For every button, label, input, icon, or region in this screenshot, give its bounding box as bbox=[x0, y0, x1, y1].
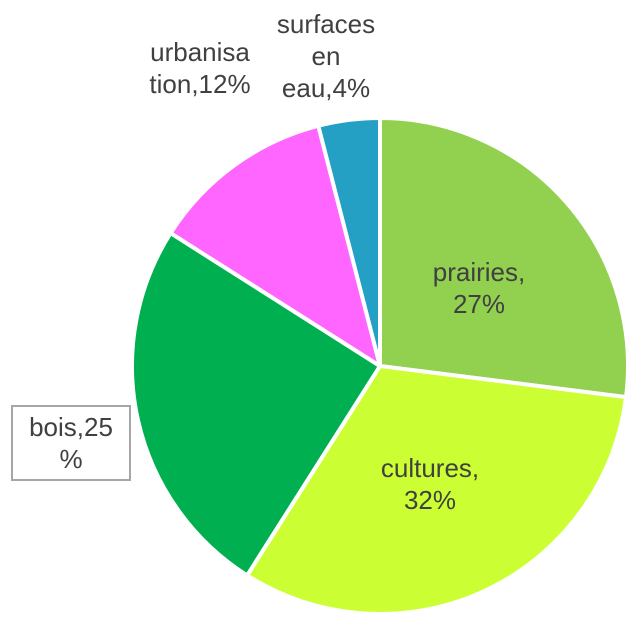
slice-label-bois: bois,25 % bbox=[11, 405, 131, 481]
slice-label-surfaces-line1: surfaces bbox=[276, 9, 376, 39]
slice-label-surfaces-line2: en bbox=[311, 41, 341, 71]
slice-label-prairies: prairies, 27% bbox=[404, 256, 554, 320]
slice-label-surfaces-line3: eau,4% bbox=[281, 73, 371, 103]
slice-label-urbanisation: urbanisa tion,12% bbox=[130, 36, 270, 100]
slice-label-cultures-line2: 32% bbox=[403, 485, 457, 515]
slice-label-bois-line2: % bbox=[59, 444, 83, 474]
pie-slice-urbanisation bbox=[168, 123, 382, 368]
pie-slice-bois bbox=[130, 231, 382, 578]
slice-label-cultures: cultures, 32% bbox=[350, 452, 510, 516]
slice-label-urbanisation-line1: urbanisa bbox=[150, 37, 250, 67]
slice-label-bois-line1: bois,25 bbox=[29, 412, 113, 442]
slice-label-prairies-line1: prairies, bbox=[432, 257, 526, 287]
slice-label-urbanisation-line2: tion,12% bbox=[149, 69, 251, 99]
slice-label-prairies-line2: 27% bbox=[452, 289, 506, 319]
pie-slice-surfaces-en-eau bbox=[316, 116, 382, 368]
pie-slice-prairies bbox=[378, 116, 630, 400]
slice-label-cultures-line1: cultures, bbox=[380, 453, 480, 483]
slice-label-surfaces-en-eau: surfaces en eau,4% bbox=[260, 8, 392, 104]
